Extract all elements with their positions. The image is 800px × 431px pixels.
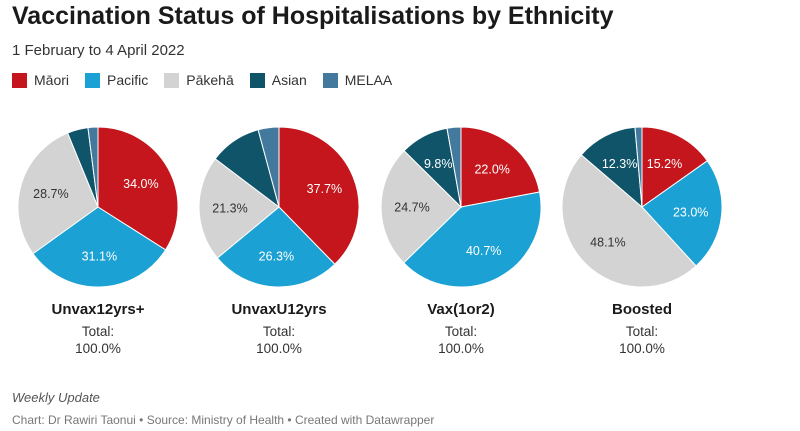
pie-slice-label-asian: 12.3% xyxy=(602,157,637,171)
pie-slice-label-pacific: 23.0% xyxy=(673,206,708,220)
pie-slice-maori xyxy=(641,126,709,208)
pie-slice-label-maori: 22.0% xyxy=(474,163,509,177)
pie-slice-label-pacific: 26.3% xyxy=(259,249,294,263)
pie-total-label: Total: xyxy=(82,324,114,339)
pie-slice-pakeha xyxy=(198,158,280,259)
pie-slice-pakeha xyxy=(561,154,697,288)
notes: Weekly Update xyxy=(12,390,100,405)
pie-total-value: 100.0% xyxy=(619,341,665,356)
pie-slice-melaa xyxy=(634,126,643,208)
pie-total-label: Total: xyxy=(626,324,658,339)
pie-slice-label-pakeha: 28.7% xyxy=(33,187,68,201)
pie-chart-unvax12yrs: 34.0% 31.1% 28.7% Unvax12yrs+ Total: 100.0% xyxy=(17,126,179,356)
pie-slice-asian xyxy=(580,126,643,209)
pie-slice-label-pacific: 40.7% xyxy=(466,244,501,258)
legend-swatch-asian xyxy=(249,72,265,88)
pie-slice-label-pacific: 31.1% xyxy=(82,250,117,264)
legend-label-pakeha: Pākehā xyxy=(186,72,234,88)
pie-slice-label-pakeha: 21.3% xyxy=(212,202,247,216)
legend-item-asian: Asian xyxy=(249,72,307,88)
pie-chart-unvaxu12yrs: 37.7% 26.3% 21.3% UnvaxU12yrs Total: 100.0% xyxy=(198,126,360,356)
pie-slice-maori xyxy=(278,126,360,265)
pie-slice-label-maori: 37.7% xyxy=(307,182,342,196)
pie-total-label: Total: xyxy=(263,324,295,339)
legend-item-melaa: MELAA xyxy=(322,72,393,88)
pie-slice-melaa xyxy=(87,126,99,208)
chart-title: Vaccination Status of Hospitalisations b… xyxy=(12,2,614,30)
pie-total-value: 100.0% xyxy=(438,341,484,356)
pie-charts: 34.0%31.1%28.7%Unvax12yrs+Total:100.0%37… xyxy=(17,126,723,356)
pie-slice-label-maori: 34.0% xyxy=(123,177,158,191)
pie-chart-title: Unvax12yrs+ xyxy=(52,301,145,318)
pie-chart-title: Boosted xyxy=(612,301,672,318)
pie-slice-pacific xyxy=(32,206,167,288)
legend-label-pacific: Pacific xyxy=(107,72,149,88)
pie-chart-boosted: 15.2% 23.0% 48.1% 12.3% Boosted Total: 100.0% xyxy=(561,126,723,356)
pie-total-label: Total: xyxy=(445,324,477,339)
pie-slice-label-asian: 9.8% xyxy=(424,157,453,171)
pie-slice-pacific xyxy=(216,206,336,288)
pie-slice-pakeha xyxy=(380,150,462,264)
legend-label-asian: Asian xyxy=(271,72,307,88)
chart-subtitle: 1 February to 4 April 2022 xyxy=(12,42,185,59)
legend-swatch-pakeha xyxy=(164,72,180,88)
legend-item-pacific: Pacific xyxy=(85,72,148,88)
pie-slice-melaa xyxy=(257,126,280,208)
pie-total-value: 100.0% xyxy=(256,341,302,356)
pie-chart-title: Vax(1or2) xyxy=(427,301,495,318)
legend-item-maori: Māori xyxy=(12,72,69,88)
pie-slice-melaa xyxy=(446,126,462,208)
pie-total-value: 100.0% xyxy=(75,341,121,356)
pie-chart-title: UnvaxU12yrs xyxy=(231,301,326,318)
legend-swatch-melaa xyxy=(322,72,338,88)
pie-slice-maori xyxy=(460,126,541,208)
pie-slice-label-pakeha: 24.7% xyxy=(394,200,429,214)
pie-slice-pacific xyxy=(641,160,723,267)
source-line: Chart: Dr Rawiri Taonui • Source: Minist… xyxy=(12,413,435,427)
pie-chart-vax-1or2: 22.0% 40.7% 24.7% 9.8% Vax(1or2) Total: 100.0% xyxy=(380,126,542,356)
legend-swatch-maori xyxy=(12,72,27,88)
legend-label-melaa: MELAA xyxy=(344,72,393,88)
legend-swatch-pacific xyxy=(85,72,101,88)
legend-label-maori: Māori xyxy=(34,72,70,88)
pie-slice-pacific xyxy=(403,191,542,288)
legend-item-pakeha: Pākehā xyxy=(164,72,234,88)
pie-slice-label-pakeha: 48.1% xyxy=(590,236,625,250)
pie-slice-label-maori: 15.2% xyxy=(647,157,682,171)
legend: Māori Pacific Pākehā Asian MELAA xyxy=(12,72,408,88)
pie-slice-pakeha xyxy=(17,132,99,255)
